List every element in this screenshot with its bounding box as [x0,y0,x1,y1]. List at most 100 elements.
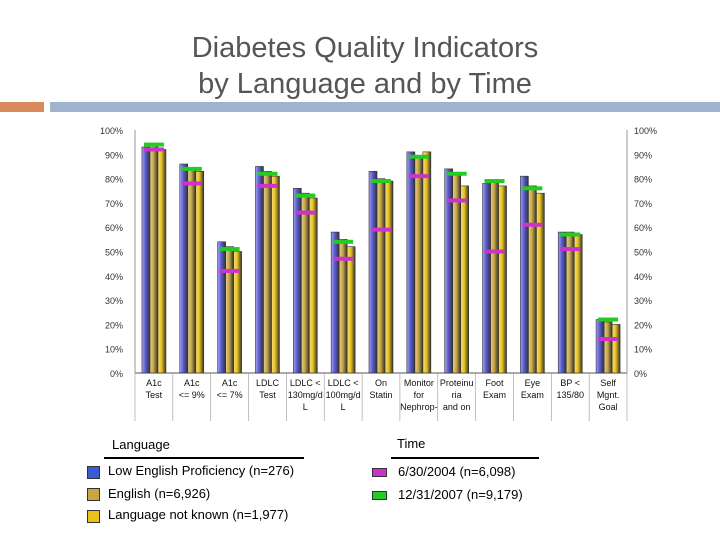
x-tick-label: On [375,378,387,388]
legend-swatch-2004 [372,468,387,477]
y-tick-label-right: 30% [634,296,652,306]
marker-2004 [598,336,619,341]
y-tick-label-left: 90% [105,150,123,160]
y-tick-label-left: 0% [110,369,123,379]
marker-2007 [446,171,467,176]
legend-language-underline [104,457,304,459]
bar-english [301,192,310,374]
y-tick-label-left: 80% [105,175,123,185]
bar-english [376,178,386,374]
y-tick-label-left: 100% [100,126,123,136]
legend-label-english: English (n=6,926) [108,486,211,501]
x-tick-label: Test [146,390,163,400]
marker-2007 [295,193,316,198]
x-tick-label: Statin [369,390,392,400]
bar-language-unknown [384,180,394,374]
bar-language-unknown [157,149,167,374]
marker-2004 [333,256,354,261]
legend-label-language-unknown: Language not known (n=1,977) [108,507,289,522]
x-tick-label: LDLC < [290,378,321,388]
bar-low-english [141,146,151,374]
x-tick-label: Exam [521,390,544,400]
x-tick-label: A1c [184,378,200,388]
bar-low-english [520,175,529,374]
bar-low-english [406,151,416,374]
bar-language-unknown [233,251,242,374]
marker-2007 [143,142,164,147]
y-tick-label-right: 50% [634,248,652,258]
slide-title: Diabetes Quality Indicators by Language … [0,30,720,102]
bar-english [565,231,575,374]
x-tick-label: and on [443,402,471,412]
bar-english [490,180,499,374]
x-tick-label: Foot [486,378,505,388]
title-line-2: by Language and by Time [198,68,532,100]
marker-2004 [484,249,505,254]
legend-swatch-2007 [372,491,387,500]
legend-label-2007: 12/31/2007 (n=9,179) [398,487,523,502]
x-tick-label: for [414,390,425,400]
bar-language-unknown [573,234,583,374]
legend-language-heading: Language [112,437,170,452]
bar-low-english [368,171,378,374]
y-tick-label-right: 60% [634,223,652,233]
y-tick-label-right: 20% [634,320,652,330]
marker-2004 [295,210,316,215]
y-tick-label-left: 70% [105,199,123,209]
y-tick-label-left: 20% [105,320,123,330]
x-tick-label: A1c [146,378,162,388]
marker-2007 [181,166,202,171]
bar-chart: 0% 0% 10% 10% 20% 20% 30% 30% 40% 40% 50% 50% 60% 60%… [88,117,657,427]
y-tick-label-right: 0% [634,369,647,379]
bar-language-unknown [611,324,621,374]
bar-language-unknown [309,197,318,374]
marker-2007 [371,179,391,184]
y-tick-label-right: 90% [634,150,652,160]
marker-2004 [408,174,429,179]
marker-2004 [181,181,202,186]
x-tick-label: Exam [483,390,506,400]
bar-english [187,168,197,374]
y-tick-label-left: 50% [105,248,123,258]
y-tick-label-left: 30% [105,296,123,306]
bar-english [149,144,159,374]
y-tick-label-right: 80% [634,175,652,185]
marker-2007 [522,186,543,191]
bar-language-unknown [271,175,280,374]
x-tick-label: L [341,402,346,412]
bar-language-unknown [536,192,545,374]
title-rule [50,102,720,112]
bar-low-english [330,231,340,374]
marker-2004 [219,268,240,273]
legend-swatch-language-unknown [87,510,100,523]
y-tick-label-right: 100% [634,126,657,136]
marker-2004 [446,198,467,203]
x-tick-label: LDLC < [328,378,359,388]
marker-2007 [598,317,619,322]
marker-2004 [143,147,164,152]
bar-english [452,173,461,374]
x-tick-label: LDLC [256,378,280,388]
bar-english [414,156,424,374]
x-tick-label: L [303,402,308,412]
y-tick-label-right: 10% [634,345,652,355]
bar-english [603,321,613,374]
legend-time-underline [391,457,539,459]
x-tick-label: Mgnt. [597,390,620,400]
y-tick-label-left: 40% [105,272,123,282]
x-tick-label: Proteinu [440,378,474,388]
legend-label-low-english: Low English Proficiency (n=276) [108,463,295,478]
bar-low-english [255,166,264,374]
legend-time-heading: Time [397,436,426,451]
bar-language-unknown [460,185,469,374]
x-tick-label: 100mg/d [326,390,361,400]
x-tick-label: 130mg/d [288,390,323,400]
marker-2007 [219,247,240,252]
x-tick-label: Goal [599,402,618,412]
bar-low-english [217,241,226,374]
marker-2007 [333,239,354,244]
title-rule-accent [0,102,44,112]
legend-swatch-low-english [87,466,100,479]
marker-2004 [371,227,391,232]
bar-low-english [595,319,605,374]
